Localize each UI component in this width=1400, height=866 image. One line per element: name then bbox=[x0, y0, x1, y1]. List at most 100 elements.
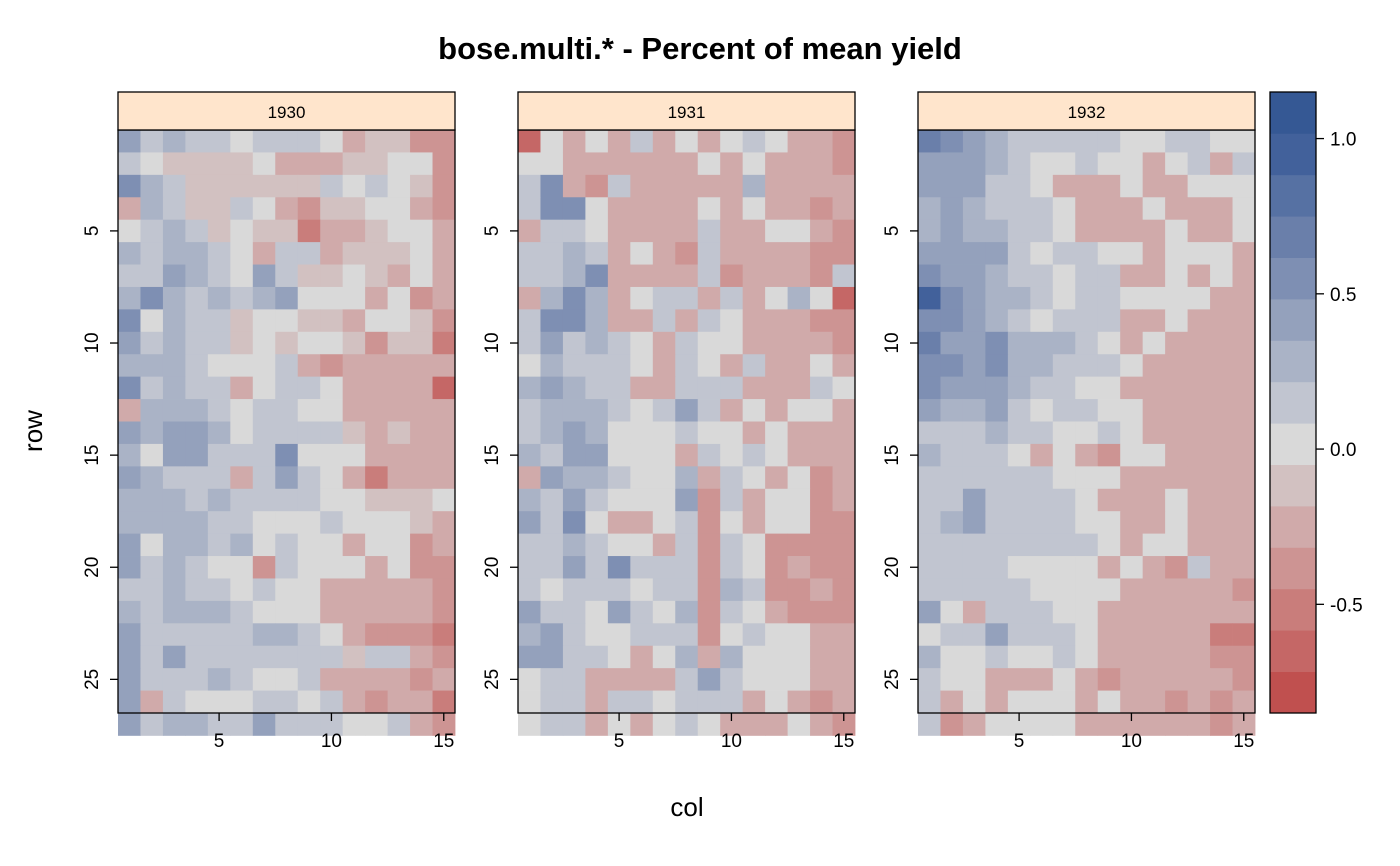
heatmap-cell bbox=[630, 130, 654, 153]
strip-label: 1931 bbox=[668, 103, 706, 122]
heatmap-cell bbox=[1030, 376, 1054, 400]
heatmap-cell bbox=[585, 600, 609, 624]
heatmap-cell bbox=[387, 623, 411, 647]
heatmap-cell bbox=[1097, 242, 1121, 265]
heatmap-cell bbox=[810, 443, 833, 467]
heatmap-cell bbox=[118, 174, 141, 198]
heatmap-cell bbox=[810, 174, 833, 198]
heatmap-cell bbox=[630, 264, 654, 288]
heatmap-cell bbox=[720, 354, 744, 378]
heatmap-cell bbox=[1007, 645, 1031, 669]
heatmap-cell bbox=[630, 443, 654, 467]
heatmap-cell bbox=[562, 197, 586, 221]
y-tick-label: 5 bbox=[482, 226, 503, 237]
heatmap-cell bbox=[518, 645, 541, 669]
heatmap-cell bbox=[810, 152, 833, 176]
heatmap-cell bbox=[1187, 399, 1211, 422]
color-key-swatch bbox=[1270, 92, 1316, 134]
heatmap-cell bbox=[207, 421, 231, 445]
heatmap-cell bbox=[1052, 713, 1076, 736]
x-tick-label: 10 bbox=[1121, 731, 1142, 752]
heatmap-cell bbox=[162, 264, 186, 288]
heatmap-cell bbox=[962, 242, 986, 265]
heatmap-cell bbox=[365, 556, 388, 579]
heatmap-cell bbox=[962, 331, 986, 355]
color-key-swatch bbox=[1270, 381, 1316, 424]
heatmap-cell bbox=[185, 354, 209, 378]
heatmap-cell bbox=[297, 533, 321, 557]
heatmap-cell bbox=[787, 399, 811, 422]
heatmap-cell bbox=[297, 488, 321, 512]
heatmap-cell bbox=[1030, 511, 1054, 535]
heatmap-cell bbox=[787, 130, 811, 153]
heatmap-cell bbox=[297, 286, 321, 310]
heatmap-cell bbox=[832, 242, 856, 265]
heatmap-cell bbox=[207, 623, 231, 647]
heatmap-cell bbox=[140, 286, 164, 310]
heatmap-cell bbox=[1210, 242, 1233, 265]
heatmap-cell bbox=[720, 309, 744, 333]
heatmap-cell bbox=[342, 309, 366, 333]
heatmap-cell bbox=[162, 488, 186, 512]
heatmap-cell bbox=[1075, 174, 1099, 198]
heatmap-cell bbox=[742, 488, 766, 512]
heatmap-cell bbox=[742, 533, 766, 557]
heatmap-cell bbox=[252, 713, 276, 736]
heatmap-cell bbox=[742, 466, 766, 490]
heatmap-cell bbox=[652, 264, 676, 288]
heatmap-cell bbox=[275, 376, 299, 400]
heatmap-cell bbox=[1232, 174, 1256, 198]
heatmap-cell bbox=[1007, 511, 1031, 535]
heatmap-cell bbox=[432, 152, 456, 176]
heatmap-cell bbox=[918, 533, 941, 557]
heatmap-cell bbox=[1165, 152, 1188, 176]
heatmap-cell bbox=[1120, 556, 1144, 579]
heatmap-cell bbox=[832, 376, 856, 400]
heatmap-cell bbox=[1030, 264, 1054, 288]
heatmap-cell bbox=[1232, 533, 1256, 557]
strip-1930 bbox=[117, 91, 456, 131]
x-tick-label: 15 bbox=[833, 731, 854, 752]
heatmap-cell bbox=[432, 399, 456, 422]
heatmap-cell bbox=[410, 443, 433, 467]
heatmap-cell bbox=[585, 443, 609, 467]
heatmap-cell bbox=[985, 354, 1009, 378]
color-key-swatch bbox=[1270, 299, 1316, 341]
heatmap-cell bbox=[432, 264, 456, 288]
heatmap-cell bbox=[275, 645, 299, 669]
heatmap-cell bbox=[675, 600, 699, 624]
heatmap-cell bbox=[765, 488, 788, 512]
heatmap-cell bbox=[342, 443, 366, 467]
heatmap-cell bbox=[365, 286, 388, 310]
heatmap-cell bbox=[985, 713, 1009, 736]
heatmap-cell bbox=[1097, 668, 1121, 691]
heatmap-cell bbox=[940, 488, 964, 512]
heatmap-cell bbox=[985, 533, 1009, 557]
heatmap-cell bbox=[720, 623, 744, 647]
heatmap-cell bbox=[297, 152, 321, 176]
heatmap-cell bbox=[607, 533, 631, 557]
heatmap-cell bbox=[940, 690, 964, 714]
heatmap-cell bbox=[697, 152, 721, 176]
heatmap-cell bbox=[1007, 242, 1031, 265]
heatmap-cell bbox=[1210, 354, 1233, 378]
heatmap-cell bbox=[1097, 331, 1121, 355]
heatmap-cell bbox=[1075, 309, 1099, 333]
heatmap-cell bbox=[940, 286, 964, 310]
heatmap-cell bbox=[230, 264, 254, 288]
heatmap-cell bbox=[432, 331, 456, 355]
x-tick-label: 5 bbox=[614, 731, 625, 752]
heatmap-cell bbox=[1232, 130, 1256, 153]
heatmap-cell bbox=[387, 533, 411, 557]
heatmap-cell bbox=[1210, 690, 1233, 714]
heatmap-cell bbox=[1052, 421, 1076, 445]
heatmap-cell bbox=[297, 668, 321, 691]
heatmap-cell bbox=[962, 376, 986, 400]
heatmap-cell bbox=[675, 578, 699, 602]
heatmap-cell bbox=[252, 376, 276, 400]
heatmap-cell bbox=[320, 130, 344, 153]
x-axis-label: col bbox=[670, 792, 703, 822]
heatmap-cell bbox=[342, 399, 366, 422]
heatmap-cell bbox=[1007, 533, 1031, 557]
